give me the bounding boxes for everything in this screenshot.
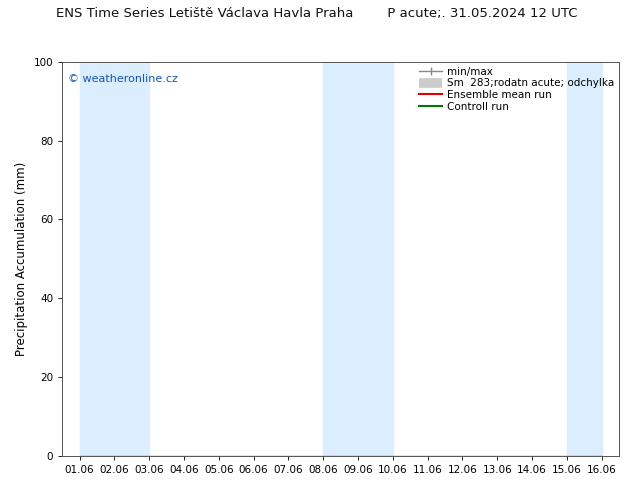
Y-axis label: Precipitation Accumulation (mm): Precipitation Accumulation (mm) (15, 162, 28, 356)
Text: ENS Time Series Letiště Václava Havla Praha        P acute;. 31.05.2024 12 UTC: ENS Time Series Letiště Václava Havla Pr… (56, 7, 578, 21)
Bar (323, 62, 393, 456)
Text: © weatheronline.cz: © weatheronline.cz (68, 74, 178, 83)
Bar (80, 62, 149, 456)
Legend: min/max, Sm  283;rodatn acute; odchylka, Ensemble mean run, Controll run: min/max, Sm 283;rodatn acute; odchylka, … (417, 65, 616, 114)
Bar (567, 62, 602, 456)
